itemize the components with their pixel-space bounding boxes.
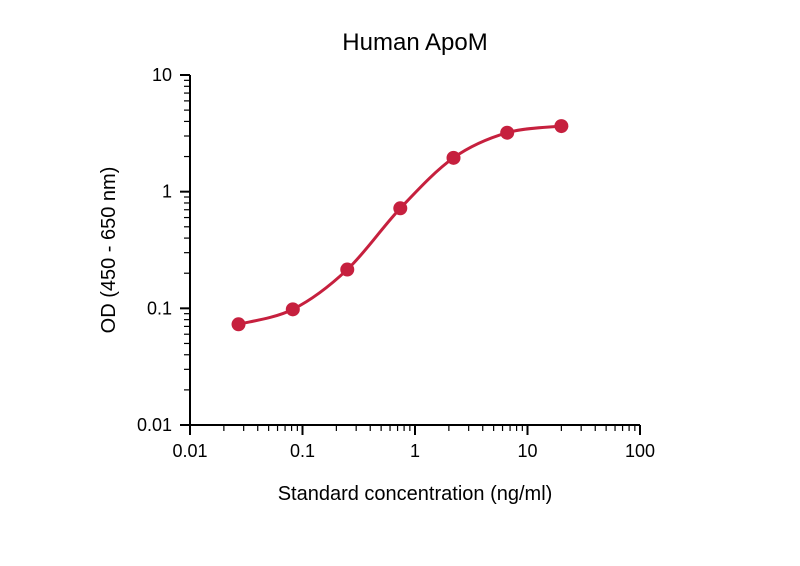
x-tick-label: 10 [517,441,537,461]
chart-svg: Human ApoM 0.01 0.1 1 10 100 0.01 0.1 1 10 Standar… [0,0,800,566]
y-tick-label: 0.1 [147,298,172,318]
y-tick-label: 0.01 [137,415,172,435]
data-point [500,126,514,140]
data-point [393,201,407,215]
x-tick-label: 100 [625,441,655,461]
chart-container: Human ApoM 0.01 0.1 1 10 100 0.01 0.1 1 10 Standar… [0,0,800,566]
x-tick-label: 0.01 [172,441,207,461]
chart-title: Human ApoM [342,29,487,56]
y-tick-label: 10 [152,65,172,85]
data-point [232,317,246,331]
data-point [286,302,300,316]
x-tick-label: 1 [410,441,420,461]
data-point [554,119,568,133]
x-axis-title: Standard concentration (ng/ml) [278,483,553,505]
data-point [447,151,461,165]
data-point [340,263,354,277]
x-tick-label: 0.1 [290,441,315,461]
y-tick-label: 1 [162,182,172,202]
y-axis-title: OD (450 - 650 nm) [98,167,120,334]
